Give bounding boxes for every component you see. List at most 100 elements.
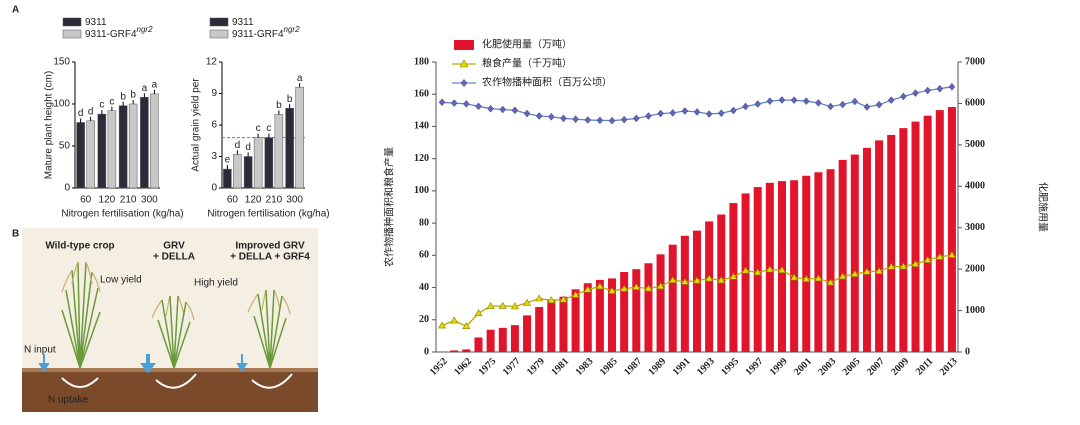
y-tick-label: 100 xyxy=(53,99,70,110)
marker xyxy=(656,282,665,290)
marker xyxy=(765,265,774,273)
legend-swatch xyxy=(62,17,82,27)
y2-tick-label: 2000 xyxy=(965,263,985,274)
bar xyxy=(97,113,107,189)
bar xyxy=(450,350,459,352)
marker xyxy=(717,109,725,118)
y2-tick-label: 5000 xyxy=(965,139,985,150)
y-tick-label: 9 xyxy=(211,88,217,99)
x-tick-label: 1999 xyxy=(768,356,790,378)
n-input-label: N input xyxy=(24,345,56,356)
x-tick-label: 2013 xyxy=(938,356,960,378)
marker xyxy=(742,102,749,111)
x-tick-label: 1989 xyxy=(646,356,668,378)
marker xyxy=(827,102,834,111)
y-tick-label: 3 xyxy=(211,151,217,162)
marker xyxy=(692,276,702,284)
x-tick-label: 1997 xyxy=(744,356,766,378)
marker xyxy=(912,89,919,97)
bar xyxy=(911,121,920,353)
significance-letter: d xyxy=(78,108,84,119)
bar xyxy=(559,296,568,352)
x-tick-label: 60 xyxy=(227,195,239,206)
bar xyxy=(474,337,483,352)
n-arrows xyxy=(38,354,248,374)
x-tick-label: 1987 xyxy=(622,356,644,378)
legend-label: 农作物播种面积（百万公顷） xyxy=(482,76,612,89)
y2-tick-label: 7000 xyxy=(965,56,985,67)
bar xyxy=(140,97,149,189)
bar xyxy=(705,221,714,352)
marker xyxy=(535,112,543,120)
marker xyxy=(802,274,811,282)
y2-tick-label: 4000 xyxy=(965,181,985,192)
legend-label: 9311 xyxy=(232,17,254,28)
marker xyxy=(595,282,604,290)
bar xyxy=(644,263,653,352)
marker xyxy=(766,97,774,106)
illustration-subtitle: + DELLA xyxy=(153,252,195,263)
legend-name: 9311-GRF4 xyxy=(232,29,284,40)
bar xyxy=(632,269,641,352)
marker xyxy=(900,92,907,101)
marker xyxy=(499,105,507,114)
y-tick-label: 140 xyxy=(414,121,429,132)
bar xyxy=(264,137,274,189)
bar xyxy=(668,244,677,352)
marker xyxy=(923,255,932,263)
significance-letter: d xyxy=(245,142,251,153)
soil-top xyxy=(22,368,318,372)
bar xyxy=(510,325,519,352)
marker xyxy=(899,262,908,270)
x-tick-label: 60 xyxy=(80,195,92,206)
marker xyxy=(620,115,628,124)
x-axis-label: Nitrogen fertilisation (kg/ha) xyxy=(207,209,329,220)
bar xyxy=(814,172,823,352)
x-tick-label: 120 xyxy=(99,195,116,206)
bar xyxy=(223,168,232,189)
significance-letter: a xyxy=(152,80,158,91)
marker xyxy=(474,309,483,317)
significance-letter: a xyxy=(297,73,303,84)
bar xyxy=(253,137,263,189)
y2-axis-label: 化肥施用量 xyxy=(1036,182,1049,232)
marker xyxy=(875,100,883,109)
marker xyxy=(463,100,470,108)
legend-superscript: ngr2 xyxy=(137,25,154,34)
marker xyxy=(583,285,592,293)
marker xyxy=(862,267,871,275)
bar xyxy=(887,134,896,352)
marker xyxy=(826,278,835,286)
marker xyxy=(851,97,859,106)
marker xyxy=(887,262,896,270)
y-axis-label: 农作物播种面积和粮食产量 xyxy=(383,147,396,267)
marker xyxy=(887,96,895,105)
bar xyxy=(498,327,507,352)
y-tick-label: 12 xyxy=(206,57,218,68)
x-tick-label: 2005 xyxy=(841,356,863,378)
x-tick-label: 210 xyxy=(120,195,137,206)
significance-letter: b xyxy=(276,100,282,111)
marker xyxy=(777,266,786,273)
y-tick-label: 6 xyxy=(211,120,217,131)
bar xyxy=(583,283,592,352)
y-tick-label: 120 xyxy=(414,153,429,164)
bar xyxy=(118,105,128,189)
marker xyxy=(620,284,629,292)
x-tick-label: 2003 xyxy=(816,356,838,378)
bar xyxy=(486,329,495,352)
x-tick-label: 2007 xyxy=(865,356,887,378)
significance-letter: c xyxy=(99,100,104,111)
bar xyxy=(947,107,956,353)
illustration xyxy=(22,228,318,412)
marker xyxy=(596,116,604,125)
significance-letter: e xyxy=(225,155,231,166)
y-tick-label: 20 xyxy=(419,314,429,325)
marker xyxy=(608,116,616,125)
x-tick-label: 300 xyxy=(286,195,303,206)
marker xyxy=(753,268,762,276)
y2-tick-label: 6000 xyxy=(965,98,985,109)
x-tick-label: 120 xyxy=(245,195,262,206)
bar xyxy=(243,156,253,189)
